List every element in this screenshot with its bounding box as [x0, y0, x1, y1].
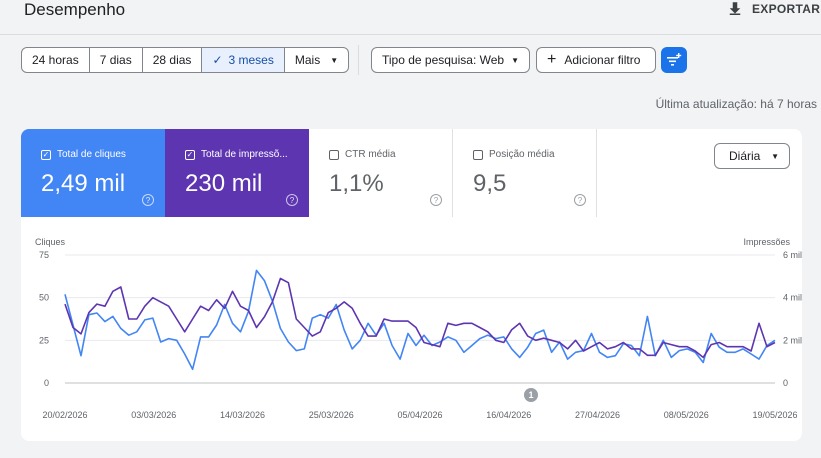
right-tick-label: 2 mil	[783, 335, 802, 345]
search-type-dropdown[interactable]: Tipo de pesquisa: Web ▼	[371, 47, 530, 73]
metric-label: Posição média	[489, 149, 555, 160]
left-tick-label: 75	[39, 250, 49, 260]
help-icon[interactable]: ?	[286, 194, 298, 206]
x-tick-label: 20/02/2026	[42, 410, 87, 420]
metric-label: Total de impressõ...	[201, 149, 288, 160]
help-icon[interactable]: ?	[574, 194, 586, 206]
add-filter-label: Adicionar filtro	[564, 53, 641, 67]
metric-label: Total de cliques	[57, 149, 126, 160]
export-button[interactable]: EXPORTAR	[726, 0, 820, 18]
metric-total-impressions[interactable]: ✓ Total de impressõ... 230 mil ?	[165, 129, 309, 217]
search-type-label: Tipo de pesquisa: Web	[382, 53, 505, 67]
checkbox-unchecked-icon	[329, 149, 339, 160]
x-tick-label: 19/05/2026	[752, 410, 797, 420]
toolbar-divider	[358, 45, 359, 75]
granularity-label: Diária	[729, 149, 761, 163]
date-range-selector: 24 horas 7 dias 28 dias ✓ 3 meses Mais ▼	[21, 47, 350, 73]
series-impressions-line	[64, 277, 776, 359]
range-more-dropdown[interactable]: Mais ▼	[294, 53, 339, 67]
left-tick-label: 50	[39, 293, 49, 303]
header-divider	[0, 34, 821, 35]
help-icon[interactable]: ?	[430, 194, 442, 206]
granularity-dropdown[interactable]: Diária ▼	[714, 143, 790, 169]
x-tick-label: 25/03/2026	[309, 410, 354, 420]
performance-card: ✓ Total de cliques 2,49 mil ? ✓ Total de i…	[21, 129, 802, 441]
metric-average-position[interactable]: Posição média 9,5 ?	[453, 129, 597, 217]
metric-value: 1,1%	[329, 170, 384, 197]
add-filter-button[interactable]: + Adicionar filtro	[536, 47, 656, 73]
left-tick-label: 0	[44, 378, 49, 388]
annotation-badge[interactable]	[524, 388, 538, 402]
chevron-down-icon: ▼	[771, 151, 779, 161]
export-label: EXPORTAR	[752, 2, 821, 16]
right-tick-label: 6 mil	[783, 250, 802, 260]
right-tick-label: 4 mil	[783, 293, 802, 303]
checkbox-checked-icon: ✓	[41, 149, 51, 160]
metric-value: 9,5	[473, 170, 507, 197]
chevron-down-icon: ▼	[511, 55, 519, 65]
last-updated-text: Última atualização: há 7 horas	[655, 97, 817, 111]
metric-total-clicks[interactable]: ✓ Total de cliques 2,49 mil ?	[21, 129, 165, 217]
metric-value: 230 mil	[185, 170, 263, 197]
metric-average-ctr[interactable]: CTR média 1,1% ?	[309, 129, 453, 217]
filter-list-icon	[667, 53, 682, 66]
left-tick-label: 25	[39, 335, 49, 345]
annotation-badge-label: 1	[528, 390, 533, 400]
range-28-days[interactable]: 28 dias	[143, 48, 203, 72]
checkbox-checked-icon: ✓	[185, 149, 195, 160]
page-title: Desempenho	[24, 0, 126, 19]
x-tick-label: 16/04/2026	[486, 410, 531, 420]
right-axis-title: Impressões	[743, 237, 790, 247]
checkbox-unchecked-icon	[473, 149, 483, 160]
filter-settings-button[interactable]	[661, 47, 687, 73]
range-3-months[interactable]: ✓ 3 meses	[202, 48, 285, 72]
help-icon[interactable]: ?	[142, 194, 154, 206]
x-tick-label: 14/03/2026	[220, 410, 265, 420]
x-tick-label: 08/05/2026	[664, 410, 709, 420]
x-tick-label: 05/04/2026	[397, 410, 442, 420]
plus-icon: +	[547, 51, 557, 68]
x-tick-label: 27/04/2026	[575, 410, 620, 420]
check-icon: ✓	[212, 53, 223, 67]
series-clicks-line	[64, 269, 776, 371]
chevron-down-icon: ▼	[330, 55, 339, 65]
range-24-hours[interactable]: 24 horas	[22, 48, 90, 72]
metric-value: 2,49 mil	[41, 170, 126, 197]
metric-label: CTR média	[345, 149, 396, 160]
range-7-days[interactable]: 7 dias	[90, 48, 143, 72]
download-icon	[729, 2, 741, 15]
performance-chart: Cliques Impressões 75 6 mil 50 4 mil 25 2 mil 0 0…	[35, 237, 802, 420]
left-axis-title: Cliques	[35, 237, 66, 247]
right-tick-label: 0	[783, 378, 788, 388]
x-tick-label: 03/03/2026	[131, 410, 176, 420]
